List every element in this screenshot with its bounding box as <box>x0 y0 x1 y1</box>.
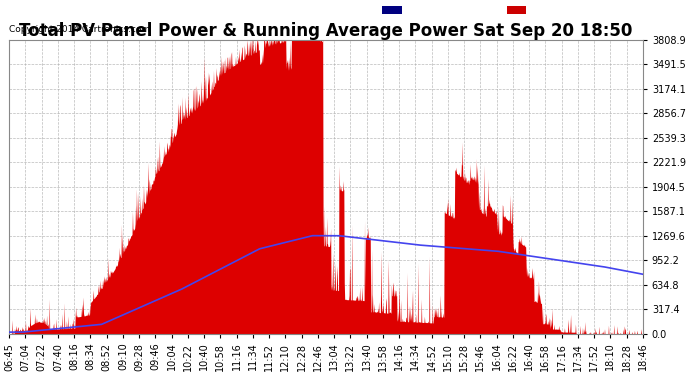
Text: Copyright 2014 Cartronics.com: Copyright 2014 Cartronics.com <box>9 25 150 34</box>
Title: Total PV Panel Power & Running Average Power Sat Sep 20 18:50: Total PV Panel Power & Running Average P… <box>19 22 633 40</box>
Legend: Average  (DC Watts), PV Panels  (DC Watts): Average (DC Watts), PV Panels (DC Watts) <box>381 3 638 17</box>
